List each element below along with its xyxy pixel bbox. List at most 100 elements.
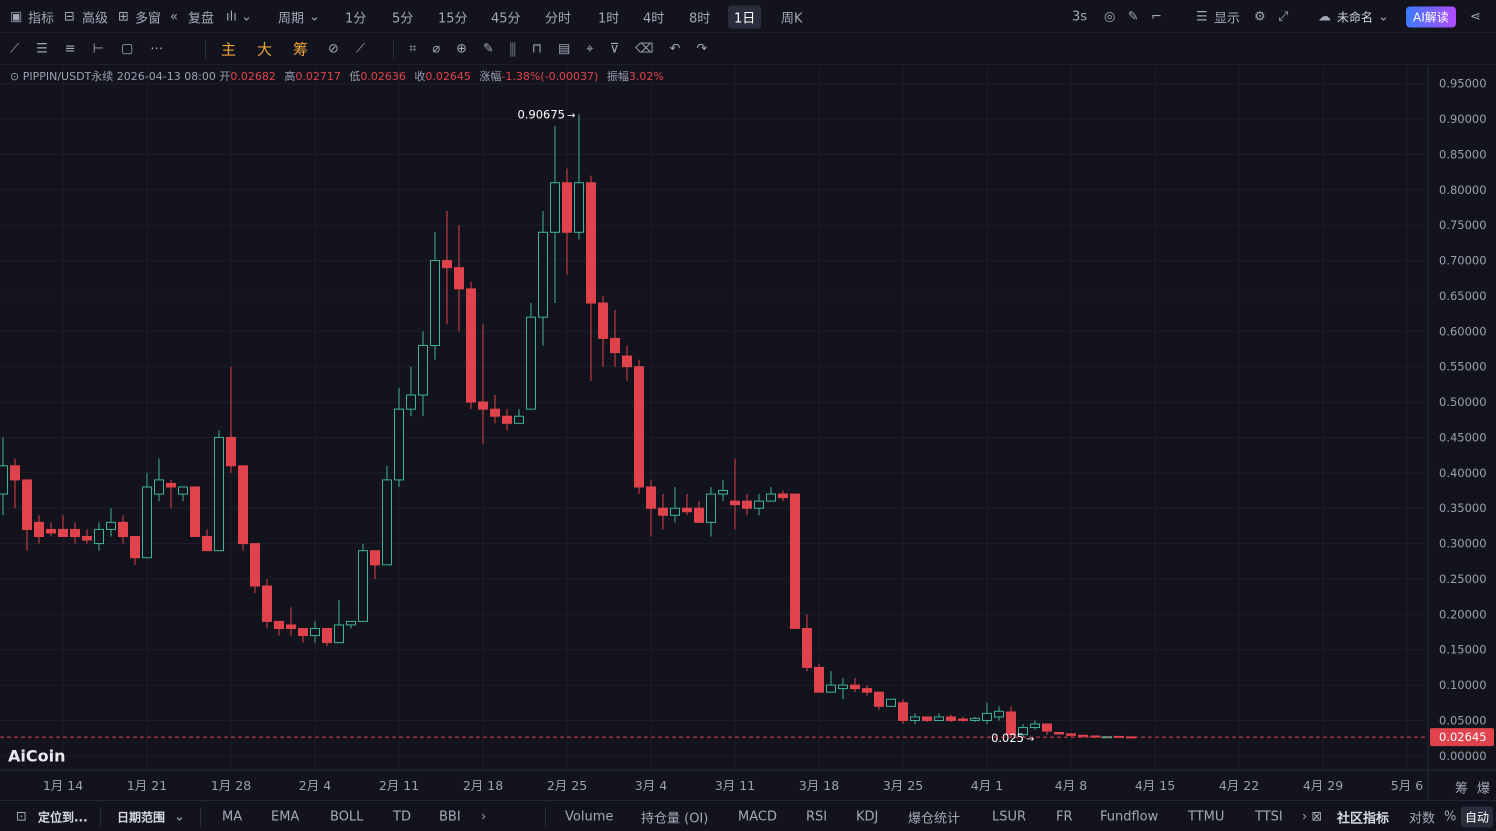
- layout-name[interactable]: 未命名: [1337, 10, 1374, 25]
- y-tick-label: 0.95000: [1439, 77, 1487, 91]
- candle-body: [358, 550, 368, 622]
- candle-body: [778, 493, 788, 499]
- chart: 0.00000 0.05000 0.10000 0.15000 0.20000 0.250…: [0, 66, 1496, 800]
- locate[interactable]: 定位到...: [38, 810, 88, 825]
- candle-body: [1078, 734, 1088, 737]
- candle-body: [310, 627, 320, 637]
- candle-body: [634, 366, 644, 488]
- icon: ☁: [1318, 9, 1331, 25]
- sub-indicator[interactable]: 持仓量 (OI): [641, 811, 709, 827]
- tools[interactable]: ⊘⟋: [328, 41, 382, 57]
- mode[interactable]: 筹: [293, 40, 309, 59]
- y-tick-label: 0.80000: [1439, 183, 1487, 197]
- sub-indicator[interactable]: FR: [1056, 809, 1073, 825]
- icon[interactable]: ⚙ ⤢: [1254, 9, 1289, 25]
- x-tick-label: 3月 11: [715, 778, 755, 793]
- tools[interactable]: ⌗⌀⊕✎⫼⊓▤⌖⊽⌫↶↷: [409, 41, 724, 57]
- separator: [205, 39, 206, 59]
- candle-body: [58, 528, 68, 538]
- icon[interactable]: ılı ⌄: [226, 9, 252, 25]
- menu-item[interactable]: 周期: [278, 11, 305, 27]
- candle-body: [1042, 723, 1052, 732]
- refresh[interactable]: 3s: [1072, 9, 1088, 25]
- period[interactable]: 周K: [781, 11, 803, 27]
- candle-body: [550, 182, 560, 233]
- y-tick-label: 0.20000: [1439, 607, 1487, 621]
- mode[interactable]: 主: [221, 40, 237, 59]
- icon[interactable]: ◎ ✎ ⌐: [1104, 9, 1162, 25]
- menu-item[interactable]: 指标: [28, 11, 55, 27]
- candle-body: [214, 436, 224, 552]
- period[interactable]: 1分: [345, 11, 367, 27]
- arrow: →: [567, 110, 575, 121]
- axis-button[interactable]: 爆: [1477, 781, 1491, 797]
- period[interactable]: 45分: [491, 11, 521, 27]
- candle-body: [754, 500, 764, 509]
- indicator[interactable]: TD: [393, 809, 411, 825]
- sub-indicator[interactable]: Fundflow: [1100, 809, 1159, 825]
- scale-option-active[interactable]: 自动: [1461, 806, 1494, 828]
- menu-item[interactable]: 显示: [1214, 11, 1241, 27]
- icon[interactable]: ⋖: [1470, 9, 1481, 25]
- icon[interactable]: › ⊠: [1302, 809, 1323, 825]
- field-value: -1.38%(-0.00037): [501, 70, 599, 83]
- candle-body: [910, 716, 920, 721]
- candle-body: [346, 620, 356, 626]
- candle-body: [1030, 723, 1040, 729]
- sub-indicator[interactable]: 爆仓统计: [908, 811, 961, 827]
- ai-button[interactable]: AI解读: [1406, 6, 1456, 28]
- menu-item[interactable]: 复盘: [188, 11, 215, 27]
- menu-item[interactable]: 多窗: [135, 11, 162, 27]
- y-tick-label: 0.65000: [1439, 289, 1487, 303]
- candle-body: [82, 536, 92, 541]
- candle-body: [958, 718, 968, 721]
- indicator[interactable]: EMA: [271, 809, 300, 825]
- x-tick-label: 2月 11: [379, 778, 419, 793]
- y-tick-label: 0.50000: [1439, 395, 1487, 409]
- sub-indicator[interactable]: RSI: [806, 809, 828, 825]
- icon: «: [170, 9, 178, 25]
- price-axis: [1428, 66, 1496, 770]
- period-active[interactable]: 1日: [728, 5, 762, 29]
- candle-body: [742, 500, 752, 509]
- indicator[interactable]: BBI: [439, 809, 461, 825]
- icon: ⌄: [1378, 9, 1389, 25]
- x-tick-label: 3月 25: [883, 778, 923, 793]
- period[interactable]: 分时: [545, 11, 572, 27]
- scale-option[interactable]: %: [1444, 809, 1457, 825]
- indicator[interactable]: MA: [222, 809, 243, 825]
- candle-body: [706, 493, 716, 523]
- field-label: 低: [349, 70, 361, 83]
- sub-indicator[interactable]: LSUR: [992, 809, 1027, 825]
- community[interactable]: 社区指标: [1337, 811, 1390, 827]
- sub-indicator[interactable]: TTSI: [1255, 809, 1283, 825]
- sub-indicator[interactable]: Volume: [565, 809, 614, 825]
- candle-body: [478, 401, 488, 410]
- indicator[interactable]: BOLL: [330, 809, 364, 825]
- sub-indicator[interactable]: TTMU: [1188, 809, 1225, 825]
- draw-tools[interactable]: ⟋☰≡⊢▢⋯: [10, 41, 181, 57]
- candle-body: [382, 479, 392, 566]
- axis-button[interactable]: 筹: [1455, 781, 1469, 797]
- candle-body: [370, 550, 380, 566]
- period[interactable]: 1时: [598, 11, 620, 27]
- period[interactable]: 8时: [689, 11, 711, 27]
- period[interactable]: 4时: [643, 11, 665, 27]
- separator: [200, 807, 201, 827]
- bottom-toolbar: ⊡ 定位到... 日期范围 ⌄ MA EMA BOLL TD BBI › Vol…: [0, 800, 1496, 831]
- field-value: 3.02%: [628, 70, 664, 83]
- y-tick-label: 0.85000: [1439, 147, 1487, 161]
- top-toolbar: ▣ 指标 ⊟ 高级 ⊞ 多窗 « 复盘 ılı ⌄ 周期 ⌄ 1分 5分 15分…: [0, 0, 1496, 33]
- date-range[interactable]: 日期范围: [117, 810, 166, 825]
- candle-body: [502, 415, 512, 424]
- period[interactable]: 15分: [438, 11, 468, 27]
- icon[interactable]: ›: [481, 809, 487, 825]
- candle-body: [610, 337, 620, 354]
- scale-option[interactable]: 对数: [1409, 811, 1436, 827]
- period[interactable]: 5分: [392, 11, 414, 27]
- mode[interactable]: 大: [257, 40, 273, 59]
- menu-item[interactable]: 高级: [82, 11, 109, 27]
- candle-body: [526, 316, 536, 410]
- sub-indicator[interactable]: KDJ: [856, 809, 879, 825]
- sub-indicator[interactable]: MACD: [738, 809, 777, 825]
